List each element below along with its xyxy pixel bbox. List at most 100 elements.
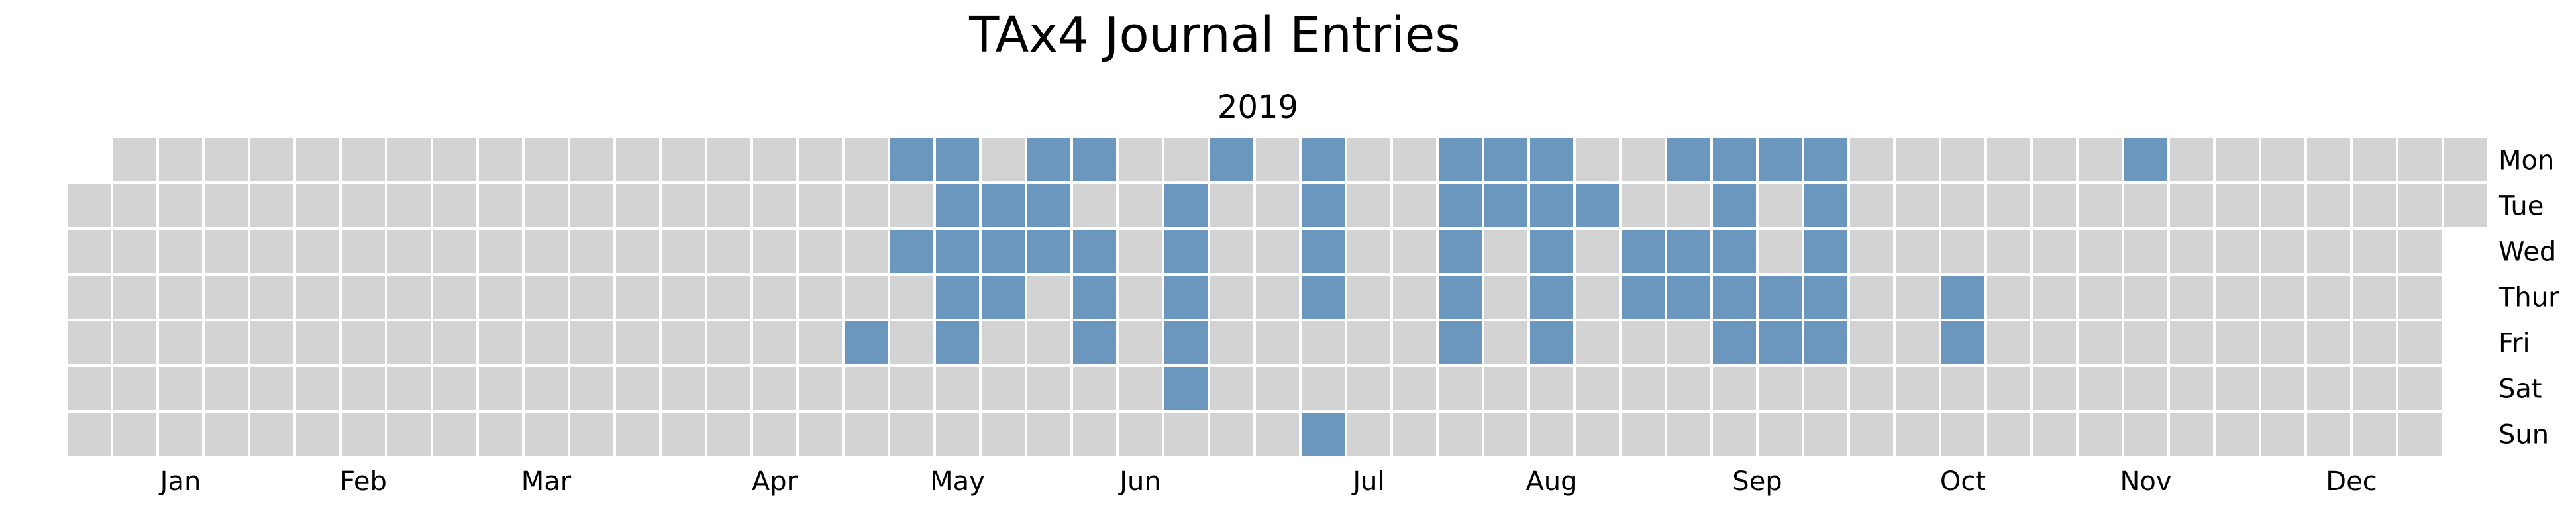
day-cell: [1941, 138, 1984, 181]
day-cell: [936, 413, 979, 456]
day-cell-entry: [1804, 276, 1847, 319]
day-cell: [1347, 230, 1390, 273]
day-cell: [570, 367, 613, 410]
day-cell: [342, 367, 385, 410]
month-label: Jun: [1117, 466, 1161, 497]
day-cell: [1347, 413, 1390, 456]
day-cell: [707, 184, 750, 227]
day-cell: [2033, 138, 2076, 181]
day-cell-entry: [1027, 184, 1070, 227]
day-cell: [1941, 230, 1984, 273]
day-cell: [2444, 184, 2487, 227]
day-cell: [1987, 321, 2030, 364]
day-cell: [433, 276, 476, 319]
day-cell: [707, 413, 750, 456]
day-cell-entry: [1713, 138, 1756, 181]
day-cell: [2079, 367, 2122, 410]
day-cell-entry: [1622, 230, 1665, 273]
month-label: Oct: [1940, 466, 1986, 497]
day-cell: [1576, 367, 1619, 410]
day-cell-entry: [890, 138, 933, 181]
day-cell: [1667, 321, 1710, 364]
month-label: Dec: [2326, 466, 2377, 497]
day-cell: [525, 321, 568, 364]
month-label: Apr: [752, 466, 798, 497]
day-cell: [250, 321, 293, 364]
day-cell: [159, 276, 202, 319]
day-cell: [890, 413, 933, 456]
day-cell: [2307, 321, 2350, 364]
day-cell: [845, 138, 888, 181]
day-cell: [799, 321, 842, 364]
day-cell: [205, 230, 248, 273]
day-cell: [662, 413, 705, 456]
day-cell-entry: [1713, 276, 1756, 319]
day-cell-entry: [1667, 138, 1710, 181]
day-cell-entry: [890, 230, 933, 273]
day-cell: [2261, 230, 2304, 273]
day-cell: [387, 230, 431, 273]
day-cell-entry: [1667, 276, 1710, 319]
day-cell-entry: [1530, 276, 1573, 319]
day-cell: [2307, 413, 2350, 456]
day-cell: [113, 184, 156, 227]
day-cell: [753, 230, 796, 273]
cell-grid: [68, 138, 2487, 456]
day-cell: [342, 276, 385, 319]
day-cell: [1896, 184, 1939, 227]
day-cell-entry: [982, 276, 1025, 319]
day-cell: [296, 321, 339, 364]
day-cell: [159, 367, 202, 410]
day-cell-entry: [1941, 276, 1984, 319]
day-cell: [250, 413, 293, 456]
day-cell: [1896, 230, 1939, 273]
day-cell: [68, 413, 111, 456]
day-cell: [479, 367, 522, 410]
day-cell: [753, 413, 796, 456]
day-cell: [1622, 184, 1665, 227]
day-cell-entry: [1484, 184, 1527, 227]
day-cell: [2033, 413, 2076, 456]
day-cell: [525, 276, 568, 319]
day-cell: [205, 413, 248, 456]
day-cell: [387, 413, 431, 456]
day-cell-entry: [2124, 138, 2167, 181]
weekday-label: Thur: [2498, 283, 2559, 313]
day-cell: [845, 413, 888, 456]
day-cell: [342, 138, 385, 181]
day-cell-entry: [1484, 138, 1527, 181]
day-cell: [2033, 230, 2076, 273]
day-cell: [2398, 138, 2442, 181]
day-cell: [2398, 413, 2442, 456]
day-cell-entry: [1073, 230, 1116, 273]
month-label: May: [930, 466, 985, 497]
month-label: Jan: [158, 466, 201, 497]
day-cell: [1941, 367, 1984, 410]
day-cell: [1484, 276, 1527, 319]
day-cell: [1850, 184, 1893, 227]
day-cell: [1393, 184, 1436, 227]
day-cell: [2444, 138, 2487, 181]
day-cell-entry: [1027, 230, 1070, 273]
day-cell: [296, 230, 339, 273]
day-cell: [113, 138, 156, 181]
day-cell: [616, 138, 659, 181]
day-cell: [113, 367, 156, 410]
day-cell: [159, 230, 202, 273]
day-cell-entry: [982, 230, 1025, 273]
day-cell-entry: [1941, 321, 1984, 364]
day-cell: [662, 276, 705, 319]
day-cell: [1256, 367, 1299, 410]
day-cell: [1119, 321, 1162, 364]
day-cell: [2033, 184, 2076, 227]
day-cell: [1256, 138, 1299, 181]
day-cell: [2398, 184, 2442, 227]
day-cell: [982, 367, 1025, 410]
day-cell: [2398, 276, 2442, 319]
day-cell-entry: [1530, 184, 1573, 227]
day-cell: [2170, 138, 2213, 181]
day-cell-entry: [1530, 321, 1573, 364]
day-cell: [1576, 413, 1619, 456]
day-cell-entry: [936, 230, 979, 273]
